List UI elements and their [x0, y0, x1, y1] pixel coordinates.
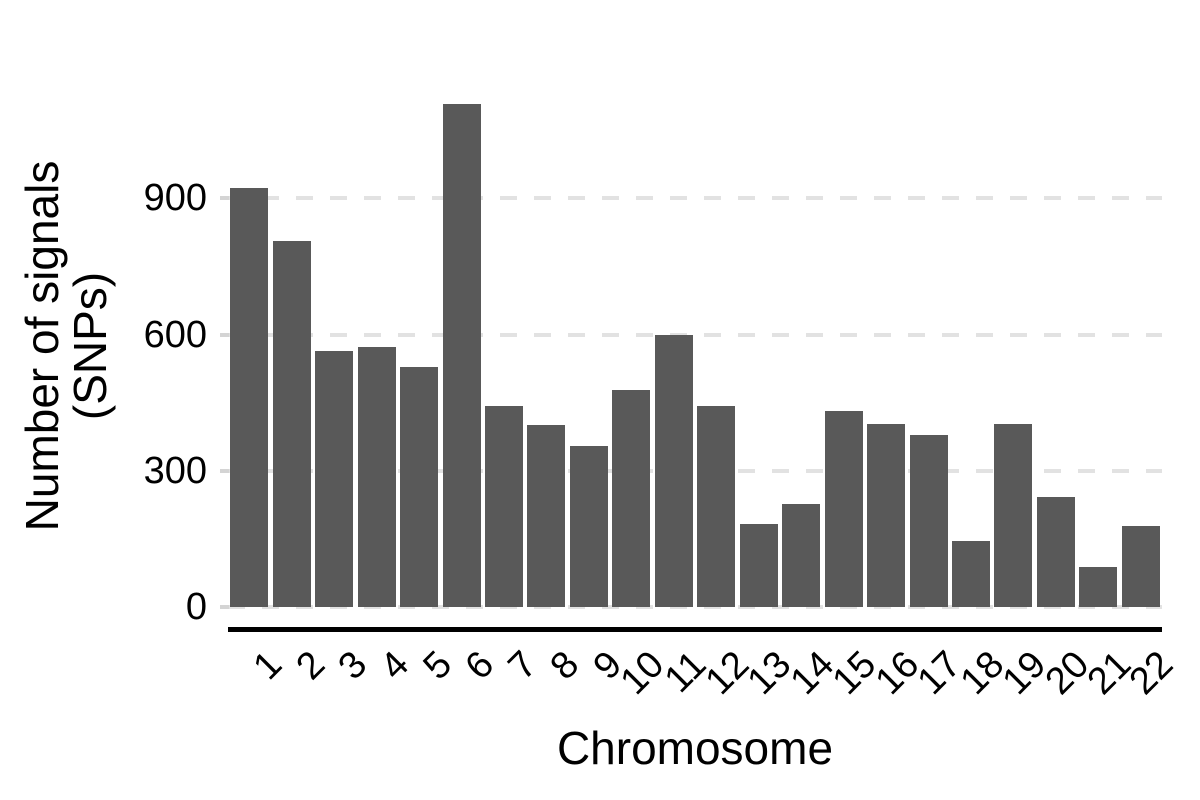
x-tick-label-3: 3	[330, 643, 376, 688]
gridline-300	[228, 468, 1162, 473]
x-tick-label-22: 22	[1122, 643, 1182, 703]
bar-chr-7	[484, 405, 523, 607]
bar-chr-14	[782, 504, 821, 607]
bar-chr-15	[824, 410, 863, 607]
x-axis-title: Chromosome	[556, 722, 834, 774]
x-tick-label-4: 4	[372, 643, 418, 688]
bar-chr-17	[909, 435, 948, 607]
bar-chr-18	[951, 540, 990, 607]
x-tick-label-7: 7	[500, 643, 545, 688]
x-tick-label-2: 2	[288, 643, 333, 688]
bar-chr-12	[697, 405, 736, 607]
y-tick-label-600: 600	[143, 313, 207, 356]
bar-chr-2	[272, 241, 311, 607]
gridline-900	[228, 196, 1162, 201]
bar-chr-21	[1079, 566, 1118, 607]
x-tick-label-5: 5	[415, 643, 461, 688]
bar-chr-22	[1121, 526, 1160, 607]
bar-chr-13	[739, 524, 778, 607]
bar-chr-6	[442, 104, 481, 607]
x-axis-line	[228, 627, 1162, 632]
bar-chr-5	[400, 367, 439, 607]
bar-chr-20	[1036, 497, 1075, 607]
y-tick-mark-0	[220, 605, 229, 609]
bar-chr-4	[357, 346, 396, 607]
bar-chr-1	[230, 188, 269, 607]
bar-chr-3	[315, 350, 354, 607]
x-tick-label-6: 6	[457, 643, 503, 688]
y-tick-mark-300	[220, 468, 229, 473]
gridline-600	[228, 332, 1162, 337]
y-tick-label-300: 300	[143, 449, 207, 492]
x-tick-label-8: 8	[542, 643, 588, 688]
y-axis-title-line2: (SNPs)	[64, 271, 116, 421]
y-tick-label-900: 900	[143, 177, 207, 220]
y-tick-mark-600	[220, 332, 229, 337]
y-tick-mark-900	[220, 196, 229, 201]
y-axis-title: Number of signals (SNPs)	[16, 126, 116, 566]
bar-chr-19	[994, 424, 1033, 607]
y-tick-label-0: 0	[185, 586, 207, 628]
x-tick-label-1: 1	[245, 643, 291, 688]
gridline-0	[228, 605, 1162, 609]
bar-chr-16	[867, 423, 906, 607]
y-axis-title-line1: Number of signals	[16, 160, 68, 532]
bar-chr-8	[527, 424, 566, 607]
bar-chr-10	[612, 390, 651, 607]
bar-chr-9	[569, 445, 608, 607]
bar-chr-11	[654, 334, 693, 607]
